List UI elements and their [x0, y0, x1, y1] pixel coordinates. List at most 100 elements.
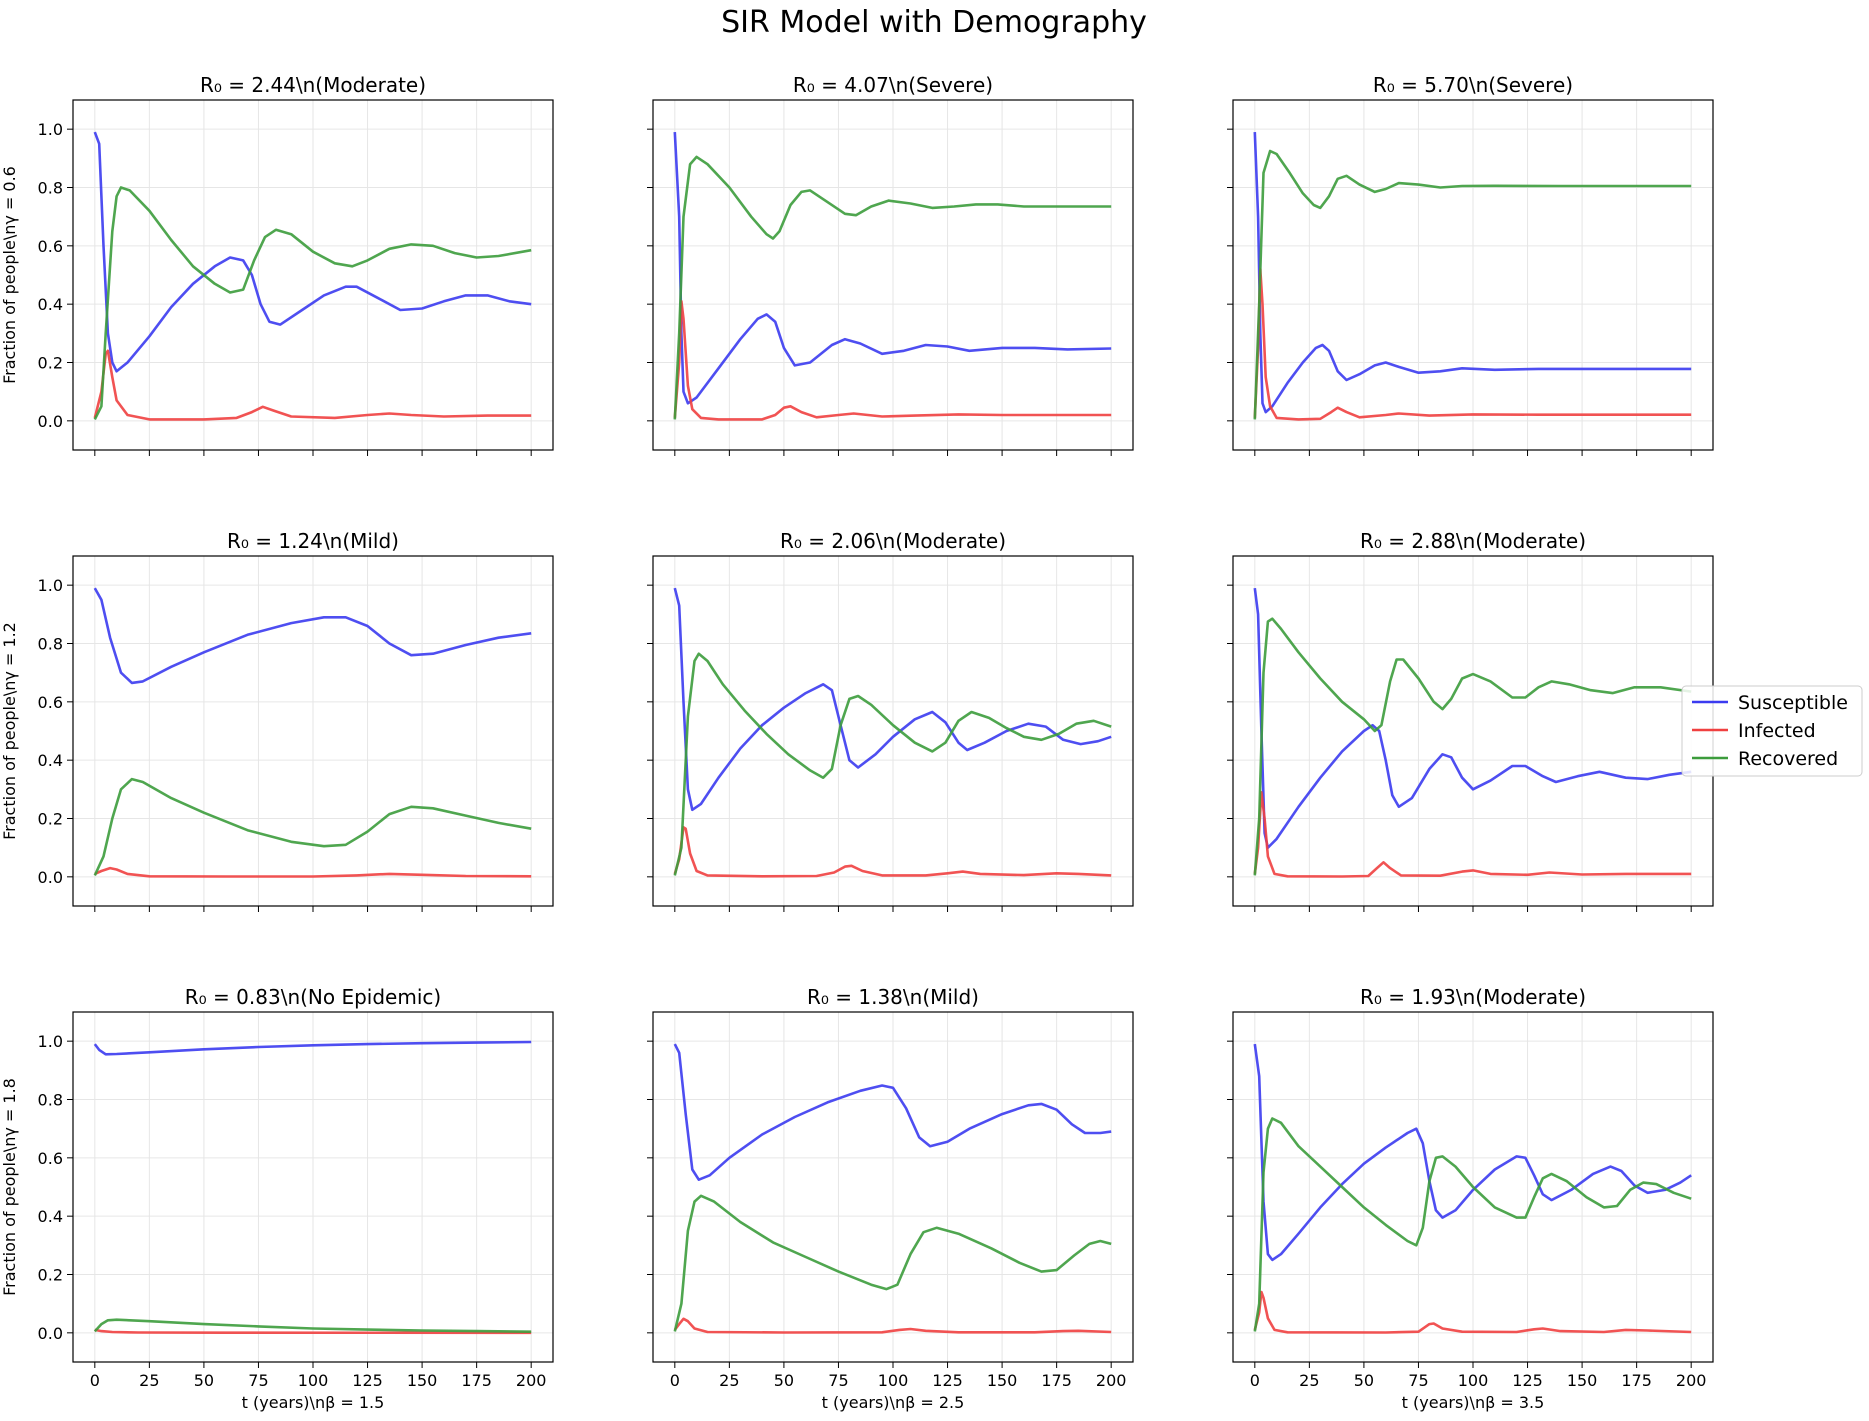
x-tick-label: 125 — [932, 1371, 963, 1390]
series-line-infected — [1253, 1290, 1692, 1334]
series-line-infected — [94, 866, 532, 878]
y-tick-label: 0.8 — [38, 179, 63, 198]
y-axis-label: Fraction of people\nγ = 0.6 — [0, 166, 19, 384]
subplot-6: R₀ = 2.88\n(Moderate) — [1227, 529, 1714, 912]
x-axis-label: t (years)\nβ = 3.5 — [1402, 1393, 1545, 1412]
x-tick-label: 0 — [90, 1371, 100, 1390]
series-line-susceptible — [1253, 587, 1692, 849]
y-tick-label: 0.6 — [38, 1149, 63, 1168]
x-tick-label: 25 — [719, 1371, 739, 1390]
y-tick-label: 1.0 — [38, 120, 63, 139]
y-tick-label: 0.2 — [38, 354, 63, 373]
series-line-recovered — [673, 155, 1112, 420]
x-tick-label: 25 — [1299, 1371, 1319, 1390]
legend-label-recovered: Recovered — [1738, 748, 1838, 770]
x-tick-label: 200 — [516, 1371, 547, 1390]
legend-label-infected: Infected — [1738, 720, 1816, 742]
series-line-infected — [1253, 267, 1692, 421]
y-tick-label: 1.0 — [38, 1032, 63, 1051]
x-tick-label: 50 — [774, 1371, 794, 1390]
series-line-susceptible — [673, 587, 1112, 812]
x-tick-label: 50 — [1354, 1371, 1374, 1390]
x-tick-label: 100 — [298, 1371, 329, 1390]
y-tick-label: 1.0 — [38, 576, 63, 595]
y-tick-label: 0.0 — [38, 412, 63, 431]
x-tick-label: 150 — [987, 1371, 1018, 1390]
y-tick-label: 0.6 — [38, 693, 63, 712]
x-tick-label: 75 — [828, 1371, 848, 1390]
x-tick-label: 150 — [1567, 1371, 1598, 1390]
y-tick-label: 0.4 — [38, 1207, 63, 1226]
x-tick-label: 75 — [248, 1371, 268, 1390]
subplot-title: R₀ = 2.06\n(Moderate) — [780, 529, 1006, 553]
y-tick-label: 0.2 — [38, 810, 63, 829]
y-tick-label: 0.8 — [38, 1091, 63, 1110]
series-line-susceptible — [673, 132, 1112, 405]
x-tick-label: 0 — [670, 1371, 680, 1390]
x-tick-label: 200 — [1676, 1371, 1707, 1390]
y-tick-label: 0.8 — [38, 635, 63, 654]
x-tick-label: 175 — [461, 1371, 492, 1390]
x-tick-label: 50 — [194, 1371, 214, 1390]
x-tick-label: 0 — [1250, 1371, 1260, 1390]
y-tick-label: 0.0 — [38, 1324, 63, 1343]
x-tick-label: 175 — [1621, 1371, 1652, 1390]
x-tick-label: 75 — [1408, 1371, 1428, 1390]
series-line-infected — [93, 349, 532, 421]
y-tick-label: 0.2 — [38, 1266, 63, 1285]
series-line-infected — [673, 1317, 1112, 1334]
x-tick-label: 25 — [139, 1371, 159, 1390]
x-tick-label: 175 — [1041, 1371, 1072, 1390]
subplot-title: R₀ = 2.88\n(Moderate) — [1360, 529, 1586, 553]
subplot-9: 0 25 50 75 100 125 150 175 200 R₀ = 1.93\n(Modera… — [1227, 985, 1714, 1412]
series-line-susceptible — [93, 587, 532, 685]
subplot-7: 0 25 50 75 100 125 150 175 200 0.0 0.2 0.4 0.6 0.8 1.0… — [0, 985, 554, 1412]
series-line-infected — [673, 826, 1112, 878]
series-line-susceptible — [93, 1040, 532, 1056]
series-line-recovered — [93, 777, 532, 876]
subplot-title: R₀ = 4.07\n(Severe) — [793, 73, 993, 97]
subplot-1: 0.0 0.2 0.4 0.6 0.8 1.0 R₀ = 2.44\n(Moderate) F… — [0, 73, 554, 456]
subplot-grid: 0.0 0.2 0.4 0.6 0.8 1.0 R₀ = 2.44\n(Moderate) F… — [0, 73, 1714, 1412]
series-line-recovered — [93, 186, 532, 420]
legend: Susceptible Infected Recovered — [1681, 685, 1863, 777]
subplot-5: R₀ = 2.06\n(Moderate) — [647, 529, 1134, 912]
series-line-recovered — [93, 1318, 532, 1333]
series-line-recovered — [1253, 617, 1692, 876]
x-tick-label: 200 — [1096, 1371, 1127, 1390]
y-tick-label: 0.0 — [38, 868, 63, 887]
subplot-2: R₀ = 4.07\n(Severe) — [647, 73, 1134, 456]
y-tick-label: 0.4 — [38, 295, 63, 314]
legend-label-susceptible: Susceptible — [1738, 692, 1848, 714]
y-tick-label: 0.4 — [38, 751, 63, 770]
subplot-3: R₀ = 5.70\n(Severe) — [1227, 73, 1714, 456]
series-line-recovered — [1253, 149, 1692, 420]
x-tick-label: 125 — [1512, 1371, 1543, 1390]
series-line-susceptible — [93, 131, 532, 373]
subplot-title: R₀ = 5.70\n(Severe) — [1373, 73, 1573, 97]
series-line-susceptible — [1253, 132, 1692, 414]
x-tick-label: 125 — [352, 1371, 383, 1390]
subplot-title: R₀ = 1.93\n(Moderate) — [1360, 985, 1586, 1009]
subplot-4: 0.0 0.2 0.4 0.6 0.8 1.0 R₀ = 1.24\n(Mild) Fract… — [0, 529, 554, 912]
subplot-title: R₀ = 1.24\n(Mild) — [227, 529, 399, 553]
x-tick-label: 150 — [407, 1371, 438, 1390]
series-line-recovered — [1253, 1117, 1692, 1332]
series-line-susceptible — [673, 1043, 1112, 1181]
series-line-recovered — [673, 652, 1112, 876]
series-line-infected — [673, 300, 1112, 421]
y-tick-label: 0.6 — [38, 237, 63, 256]
x-axis-label: t (years)\nβ = 1.5 — [242, 1393, 385, 1412]
series-line-infected — [94, 1328, 532, 1335]
x-tick-label: 100 — [1458, 1371, 1489, 1390]
x-tick-label: 100 — [878, 1371, 909, 1390]
y-axis-label: Fraction of people\nγ = 1.8 — [0, 1078, 19, 1296]
y-axis-label: Fraction of people\nγ = 1.2 — [0, 622, 19, 840]
x-axis-label: t (years)\nβ = 2.5 — [822, 1393, 965, 1412]
figure-title: SIR Model with Demography — [721, 5, 1147, 40]
series-line-recovered — [673, 1194, 1112, 1332]
series-line-infected — [1253, 791, 1692, 878]
series-line-susceptible — [1253, 1043, 1692, 1262]
subplot-title: R₀ = 1.38\n(Mild) — [807, 985, 979, 1009]
